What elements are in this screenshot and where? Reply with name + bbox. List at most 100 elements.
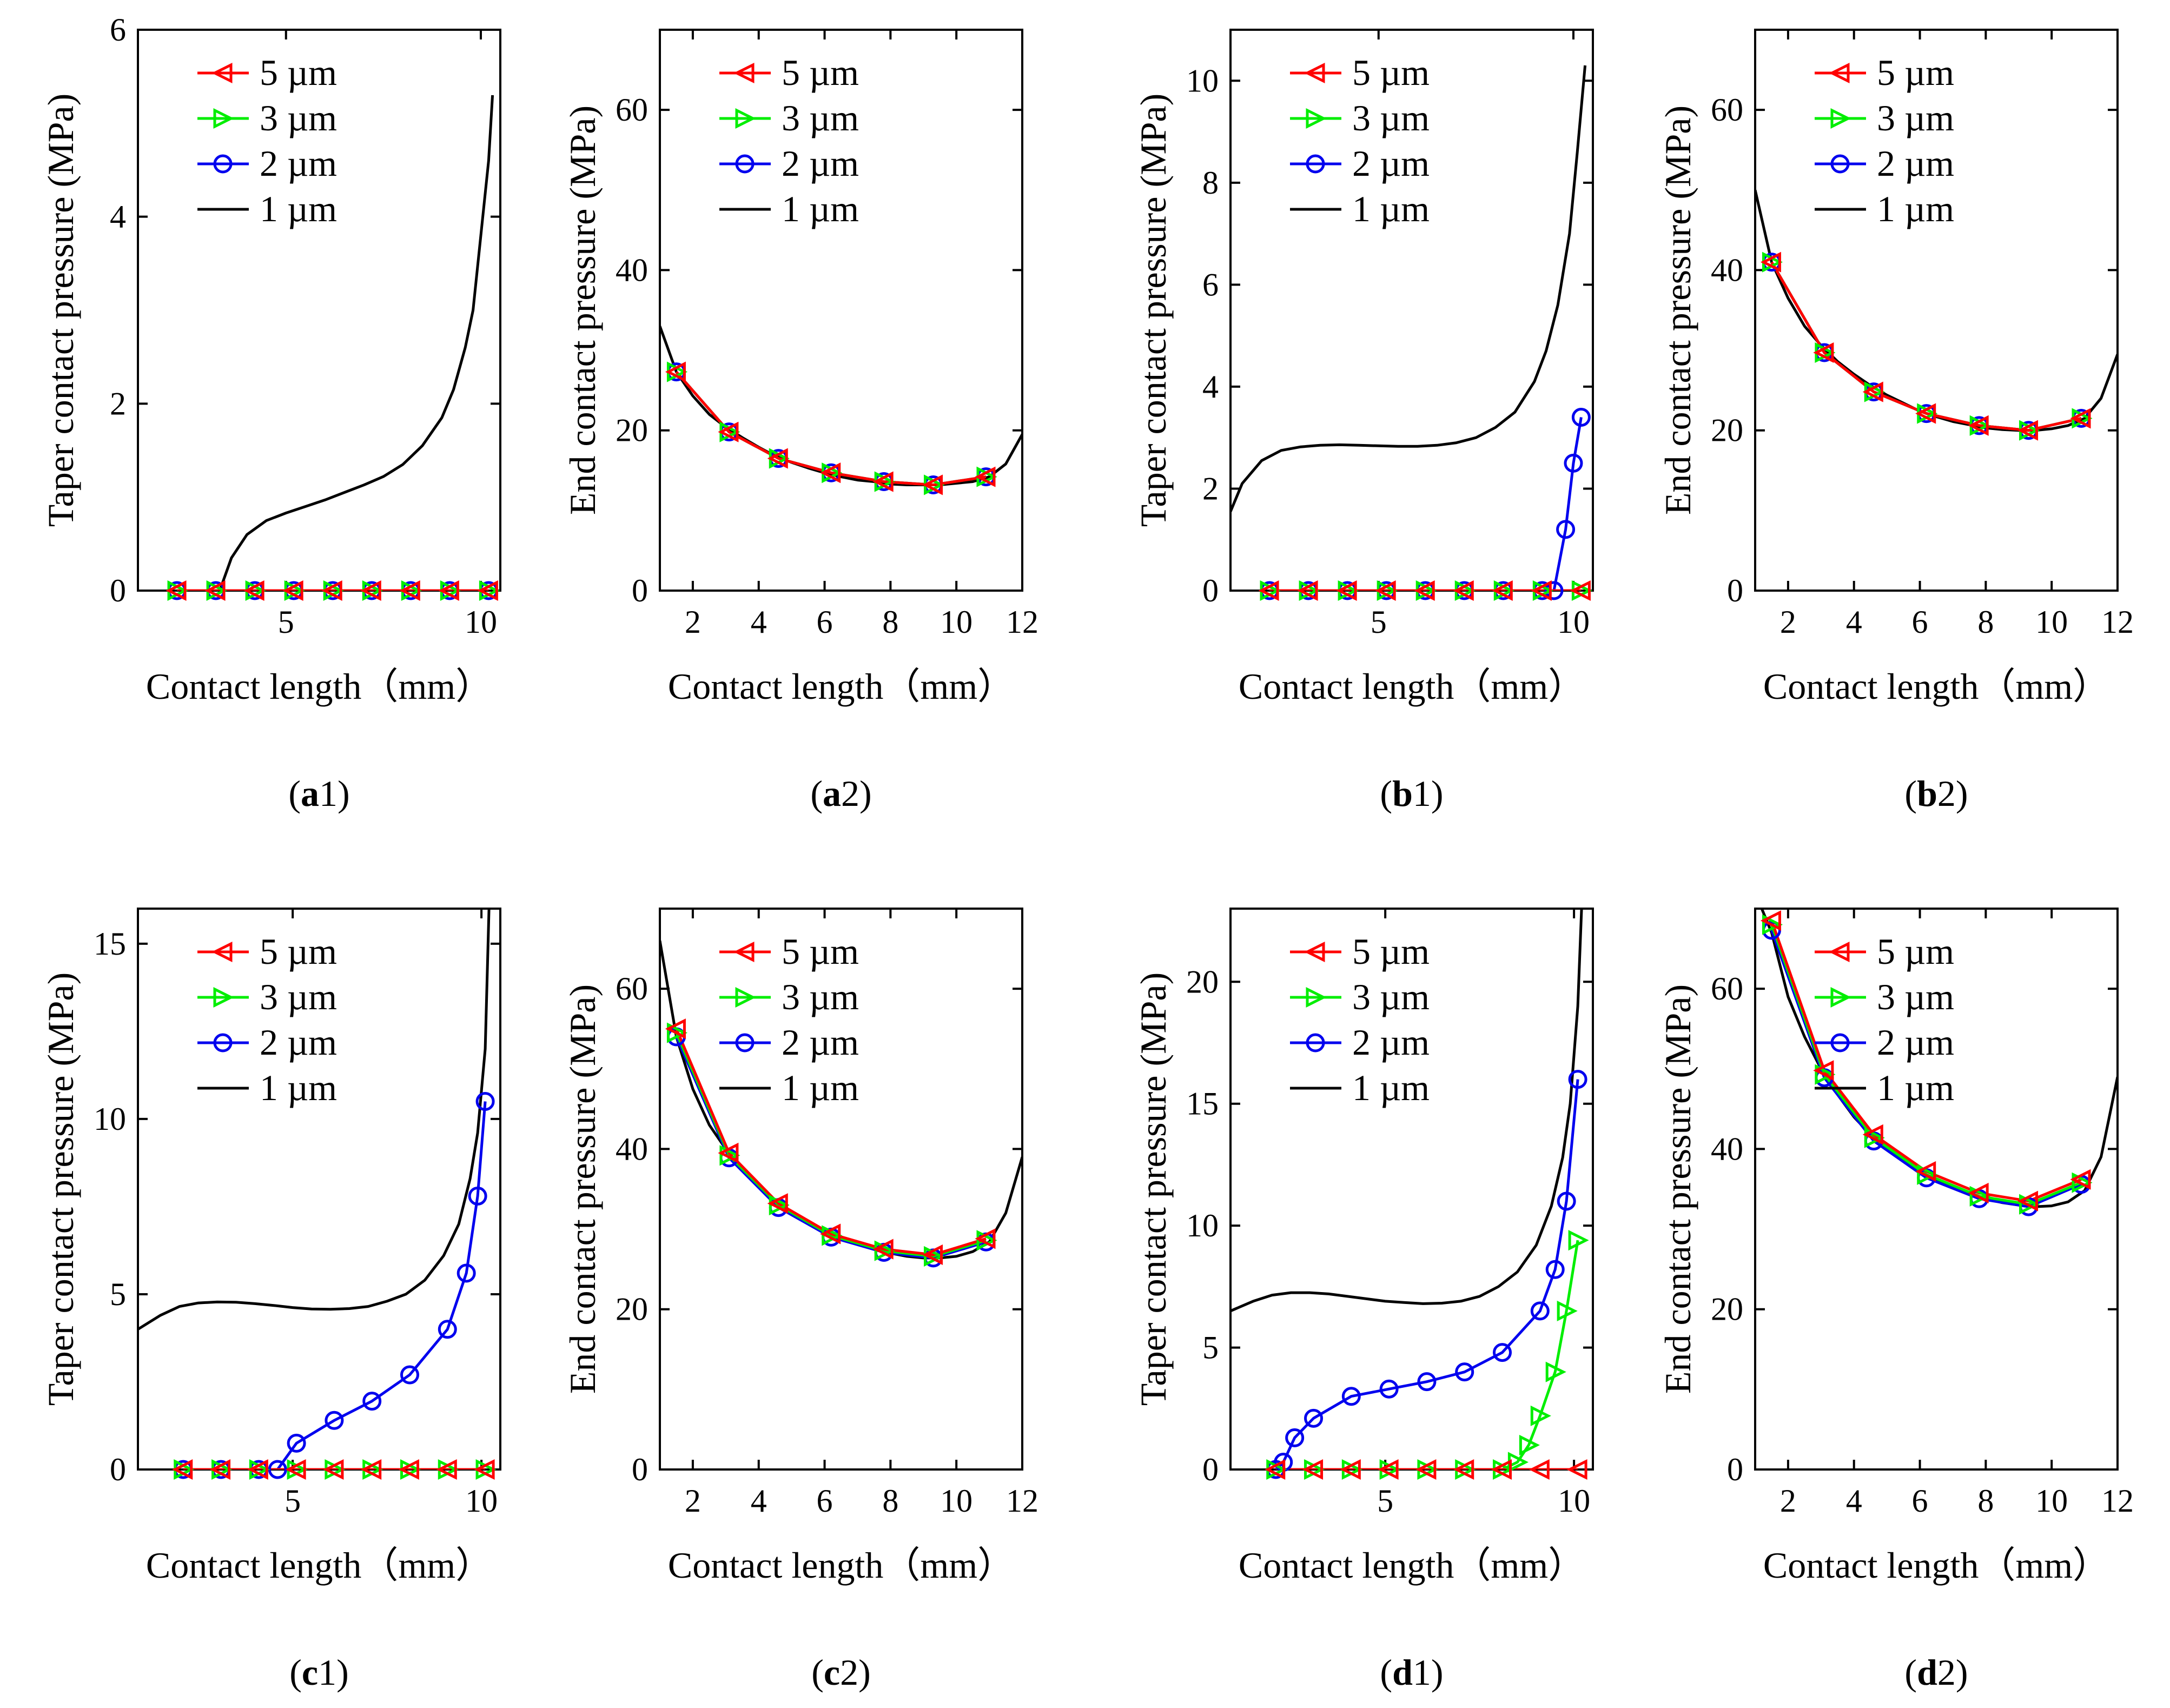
legend-label: 3 µm: [1877, 97, 1954, 138]
caption-paren: (: [810, 773, 823, 814]
x-tick-label: 6: [817, 1483, 833, 1519]
data-point-5um: [1336, 580, 1357, 601]
x-tick-label: 8: [882, 604, 898, 640]
data-point-5um: [2017, 1190, 2039, 1212]
x-axis-label: Contact length（mm）: [1239, 1545, 1585, 1586]
legend-marker: [1304, 941, 1325, 963]
caption-number: 1: [1413, 1652, 1431, 1693]
data-point-5um: [1265, 1459, 1286, 1480]
data-point-2um: [400, 1365, 419, 1385]
data-point-5um: [1375, 580, 1396, 601]
x-tick-label: 2: [1780, 604, 1796, 640]
data-point-3um: [1762, 914, 1783, 935]
caption-paren: (: [1380, 1652, 1392, 1693]
x-tick-label: 4: [1846, 604, 1862, 640]
x-tick-label: 2: [685, 1483, 701, 1519]
data-point-2um: [438, 1320, 457, 1339]
series-line-2um: [1269, 417, 1583, 591]
data-point-5um: [247, 1459, 268, 1480]
data-point-2um: [1341, 1387, 1361, 1406]
data-point-2um: [457, 1263, 476, 1283]
y-tick-label: 60: [616, 92, 648, 128]
data-point-5um: [323, 1459, 344, 1480]
plot-data: [1230, 65, 1587, 591]
x-tick-label: 5: [1377, 1483, 1393, 1519]
y-tick-label: 0: [110, 1452, 126, 1487]
data-point-5um: [1968, 415, 1989, 436]
data-point-3um: [822, 1225, 843, 1246]
y-tick-label: 15: [1186, 1086, 1219, 1122]
data-point-5um: [321, 580, 342, 601]
panel-caption: (c1): [289, 1652, 349, 1693]
data-point-2um: [1557, 1191, 1576, 1211]
caption-number: 2: [841, 773, 859, 814]
caption-paren: ): [1956, 1652, 1968, 1693]
legend-label: 5 µm: [260, 931, 337, 972]
caption-paren: ): [859, 773, 872, 814]
legend-marker: [1830, 987, 1851, 1008]
data-point-5um: [1414, 580, 1435, 601]
data-point-5um: [1453, 580, 1474, 601]
legend-label: 2 µm: [1352, 143, 1430, 184]
caption-letter: c: [824, 1652, 840, 1693]
data-point-2um: [475, 1091, 495, 1111]
x-tick-label: 8: [1977, 604, 1994, 640]
data-point-3um: [666, 1022, 688, 1043]
caption-letter: b: [1392, 773, 1413, 814]
caption-paren: ): [336, 1652, 349, 1693]
data-point-5um: [820, 462, 841, 484]
data-point-5um: [1491, 1459, 1512, 1480]
x-tick-label: 4: [751, 604, 767, 640]
caption-paren: ): [1431, 773, 1444, 814]
data-point-2um: [1493, 1343, 1512, 1362]
caption-paren: (: [288, 773, 301, 814]
y-tick-label: 60: [616, 971, 648, 1007]
data-point-3um: [1815, 1064, 1836, 1085]
x-tick-label: 10: [2035, 1483, 2068, 1519]
series-line-1um: [1230, 909, 1583, 1313]
data-point-5um: [1862, 1124, 1883, 1145]
series-line-1um: [1760, 909, 2118, 1208]
caption-letter: b: [1917, 773, 1937, 814]
legend-marker: [213, 1033, 233, 1052]
legend-label: 1 µm: [260, 1067, 337, 1108]
x-tick-label: 4: [1846, 1483, 1862, 1519]
data-point-5um: [872, 1239, 894, 1260]
y-tick-label: 40: [616, 252, 648, 288]
x-axis-label: Contact length（mm）: [146, 1545, 492, 1586]
legend-label: 3 µm: [260, 976, 337, 1017]
plot-data: [1755, 189, 2118, 432]
legend-label: 1 µm: [260, 188, 337, 229]
legend-label: 2 µm: [1352, 1022, 1430, 1063]
data-point-5um: [1415, 1459, 1437, 1480]
data-point-5um: [1529, 1459, 1550, 1480]
x-tick-label: 2: [1780, 1483, 1796, 1519]
legend-label: 5 µm: [782, 931, 859, 972]
plot-frame: [659, 908, 1023, 1471]
panel-caption: (a1): [288, 773, 349, 814]
legend-marker: [213, 108, 234, 129]
x-tick-label: 12: [1006, 604, 1038, 640]
y-tick-label: 20: [616, 1292, 648, 1327]
legend-label: 5 µm: [782, 52, 859, 93]
data-point-5um: [2070, 1169, 2091, 1190]
caption-number: 1: [318, 1652, 336, 1693]
data-point-5um: [438, 580, 459, 601]
data-point-5um: [767, 1193, 788, 1214]
legend-label: 2 µm: [782, 143, 859, 184]
legend-label: 1 µm: [1877, 1067, 1954, 1108]
data-point-5um: [872, 471, 894, 492]
panel-caption: (a2): [810, 773, 871, 814]
caption-paren: (: [289, 1652, 302, 1693]
data-point-3um: [1519, 1434, 1540, 1455]
legend-label: 3 µm: [1352, 976, 1430, 1017]
legend-marker: [1304, 62, 1325, 84]
x-tick-label: 8: [1977, 1483, 1994, 1519]
caption-paren: (: [1904, 1652, 1917, 1693]
y-tick-label: 0: [632, 573, 648, 608]
caption-paren: (: [1904, 773, 1917, 814]
data-point-2um: [1544, 581, 1564, 600]
series-line-3um: [1275, 1240, 1579, 1469]
y-tick-label: 2: [1202, 471, 1219, 506]
data-point-5um: [1492, 580, 1513, 601]
